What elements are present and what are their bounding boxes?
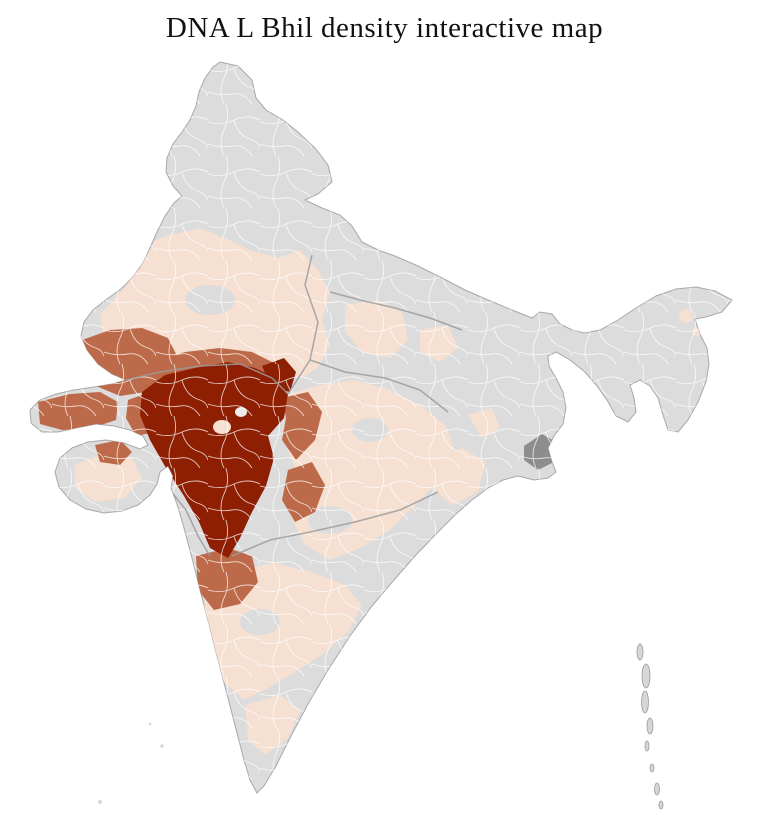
state-border-line <box>231 491 439 557</box>
island[interactable] <box>641 663 651 689</box>
state-borders <box>125 254 463 557</box>
state-border-line <box>329 291 463 331</box>
island[interactable] <box>654 782 660 796</box>
state-border-line <box>287 254 319 395</box>
island[interactable] <box>649 763 655 773</box>
andaman-nicobar-islands[interactable] <box>636 643 664 810</box>
island-speck[interactable] <box>160 744 164 748</box>
district-borders-mesh <box>30 62 732 793</box>
island[interactable] <box>641 690 649 714</box>
island[interactable] <box>636 643 644 661</box>
island-speck[interactable] <box>148 722 152 726</box>
island[interactable] <box>644 740 650 752</box>
map-title: DNA L Bhil density interactive map <box>165 12 604 44</box>
island[interactable] <box>646 717 654 735</box>
state-border-line <box>309 359 449 413</box>
state-border-line <box>169 489 211 557</box>
island[interactable] <box>658 800 664 810</box>
state-border-line <box>125 363 289 395</box>
southwest-island-specks[interactable] <box>98 722 164 804</box>
island-speck[interactable] <box>98 800 102 804</box>
